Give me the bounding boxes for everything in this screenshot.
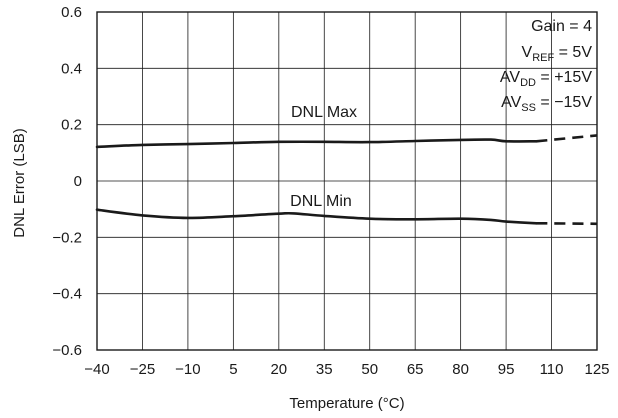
y-axis-title: DNL Error (LSB) [11, 128, 28, 237]
x-tick-label: 80 [452, 361, 469, 378]
x-tick-label: −40 [84, 361, 109, 378]
y-tick-label: 0 [74, 173, 82, 190]
x-tick-label: 125 [584, 361, 609, 378]
grid-lines [97, 12, 597, 350]
x-tick-label: 95 [498, 361, 515, 378]
tick-labels: −40 −25 −10 5 20 35 50 65 80 95 110 125 0.6 0.4 0.2 0 −0… [52, 4, 609, 378]
test-conditions: Gain = 4 VREF = 5V AVDD = +15V AVSS = −1… [500, 18, 592, 114]
y-tick-label: −0.2 [52, 229, 82, 246]
y-tick-label: 0.6 [61, 4, 82, 21]
x-tick-label: 20 [270, 361, 287, 378]
plot-frame [96, 11, 598, 351]
series-extrapolation-dnl-max [536, 134, 598, 143]
y-tick-label: 0.4 [61, 60, 82, 77]
x-axis-title: Temperature (°C) [289, 395, 404, 412]
series-label-dnl-min: DNL Min [290, 193, 352, 210]
series-lines [95, 134, 598, 226]
series-line-dnl-min [95, 208, 538, 225]
series-line-dnl-max [95, 138, 538, 149]
x-tick-label: 5 [229, 361, 237, 378]
series-extrapolation-dnl-min [536, 222, 598, 226]
y-tick-label: −0.6 [52, 342, 82, 359]
condition-avss: AVSS = −15V [501, 94, 592, 114]
y-tick-label: 0.2 [61, 117, 82, 134]
condition-gain: Gain = 4 [531, 18, 592, 35]
x-tick-label: 110 [540, 361, 564, 378]
x-tick-label: 35 [316, 361, 333, 378]
series-label-dnl-max: DNL Max [291, 104, 357, 121]
x-tick-label: −10 [175, 361, 200, 378]
x-tick-label: 50 [361, 361, 378, 378]
condition-avdd: AVDD = +15V [500, 69, 592, 89]
condition-vref: VREF = 5V [522, 44, 593, 64]
y-tick-label: −0.4 [52, 286, 82, 303]
x-tick-label: −25 [130, 361, 155, 378]
x-tick-label: 65 [407, 361, 424, 378]
